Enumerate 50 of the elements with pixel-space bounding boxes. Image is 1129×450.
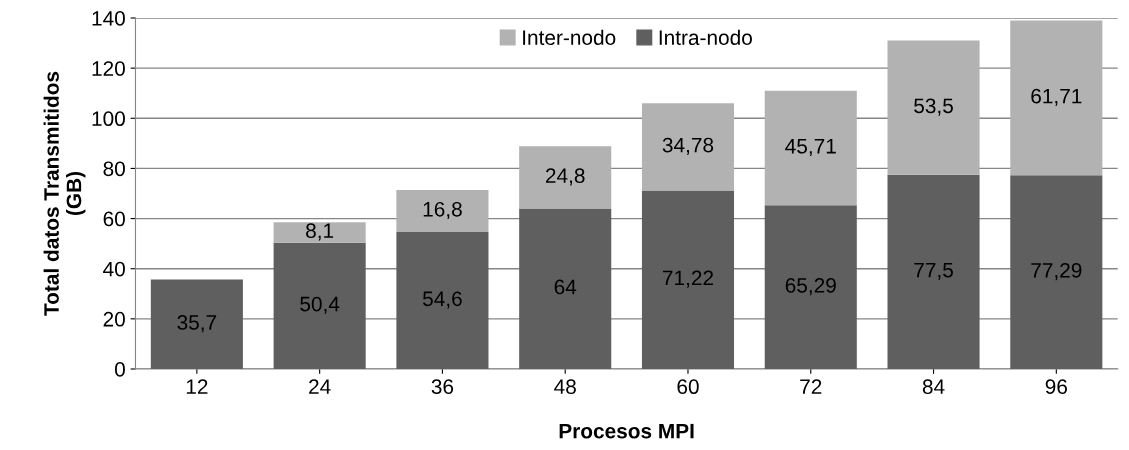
data-label: 53,5 (914, 98, 953, 116)
legend-label: Intra-nodo (659, 29, 752, 46)
y-axis-title: Total datos Transmitidos (GB) (43, 71, 86, 316)
x-tick-label: 36 (431, 379, 454, 395)
data-label: 50,4 (300, 296, 340, 314)
data-label: 71,22 (662, 270, 714, 288)
data-label: 65,29 (785, 277, 836, 296)
y-tick-label: 140 (92, 11, 125, 26)
data-label: 16,8 (423, 201, 462, 220)
bar (273, 242, 366, 369)
y-tick-label: 80 (103, 161, 125, 177)
data-label: 8,1 (306, 223, 334, 241)
bar (887, 174, 980, 369)
x-tick-label: 60 (677, 379, 699, 395)
data-label: 35,7 (177, 315, 217, 333)
x-tick-label: 96 (1045, 379, 1067, 395)
bar (519, 208, 612, 369)
data-label: 45,71 (785, 139, 836, 157)
data-label: 77,29 (1031, 262, 1082, 281)
bar (150, 279, 243, 369)
bar (273, 222, 366, 243)
y-tick-label: 40 (103, 261, 125, 277)
y-tick-label: 100 (92, 111, 125, 127)
data-label: 34,78 (662, 137, 714, 155)
bar (396, 232, 489, 369)
legend-label: Inter-nodo (523, 29, 616, 46)
bar (1010, 20, 1103, 176)
y-tick-label: 20 (103, 311, 125, 327)
x-axis-title: Procesos MPI (559, 423, 694, 439)
data-label: 77,5 (914, 262, 953, 280)
data-label: 64 (554, 279, 577, 295)
bar (887, 40, 980, 175)
x-tick-label: 72 (800, 379, 822, 394)
bar (1010, 175, 1103, 369)
x-tick-label: 24 (309, 379, 331, 394)
bar (519, 146, 612, 209)
bar (764, 205, 857, 369)
bar (396, 189, 489, 233)
data-label: 24,8 (545, 168, 585, 186)
bar (641, 190, 735, 369)
x-tick-label: 48 (554, 379, 576, 395)
data-label: 54,6 (422, 291, 462, 309)
y-tick-label: 0 (114, 362, 125, 377)
x-tick-label: 12 (186, 379, 208, 394)
bar (764, 90, 857, 206)
y-tick-label: 60 (103, 211, 125, 227)
data-label: 61,71 (1031, 88, 1082, 106)
bar (641, 103, 735, 191)
y-tick-label: 120 (92, 61, 125, 76)
x-tick-label: 84 (922, 379, 945, 395)
